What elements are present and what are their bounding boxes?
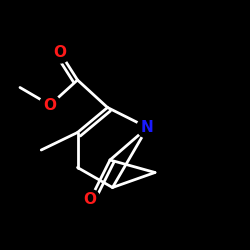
Text: O: O [84, 192, 96, 208]
Text: O: O [54, 45, 66, 60]
Circle shape [50, 42, 70, 63]
Circle shape [80, 190, 100, 210]
Text: N: N [141, 120, 154, 135]
Text: O: O [44, 98, 57, 112]
Circle shape [137, 117, 158, 138]
Circle shape [40, 94, 60, 116]
